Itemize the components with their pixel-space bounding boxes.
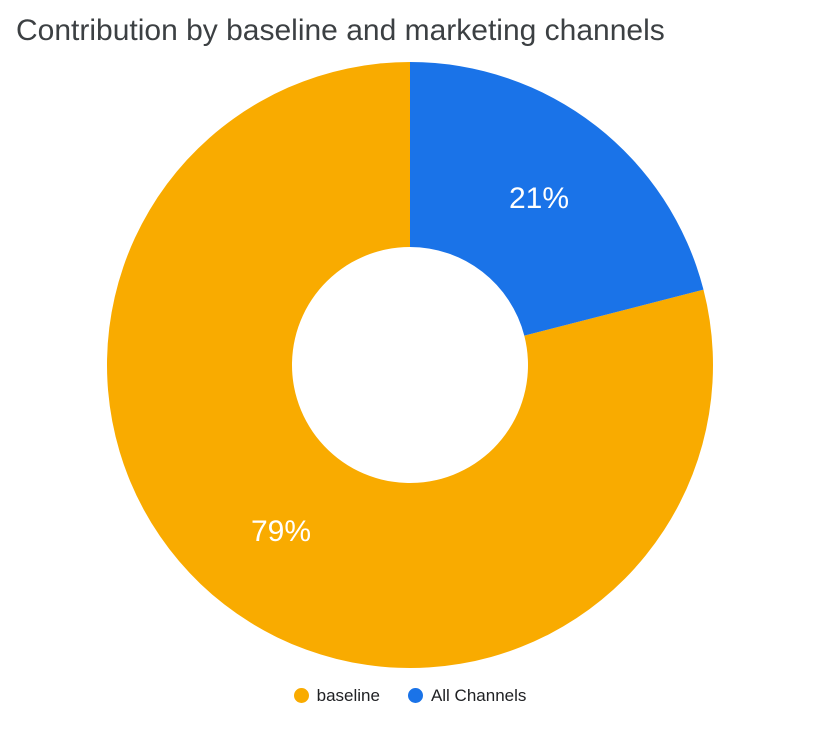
chart-legend: baseline All Channels (0, 686, 820, 706)
donut-chart: 79% 21% (106, 61, 713, 668)
slice-label-all-channels: 21% (509, 182, 569, 215)
legend-swatch-icon (293, 688, 309, 703)
pie-slice-baseline[interactable] (106, 61, 713, 668)
legend-item-baseline[interactable]: baseline (293, 685, 380, 706)
legend-item-label: baseline (316, 685, 380, 705)
legend-item-label: All Channels (430, 685, 527, 705)
legend-swatch-icon (407, 688, 423, 703)
chart-title: Contribution by baseline and marketing c… (16, 14, 665, 47)
legend-item-all-channels[interactable]: All Channels (407, 685, 527, 706)
slice-label-baseline: 79% (251, 514, 311, 547)
pie-slice-all-channels[interactable] (410, 61, 704, 336)
